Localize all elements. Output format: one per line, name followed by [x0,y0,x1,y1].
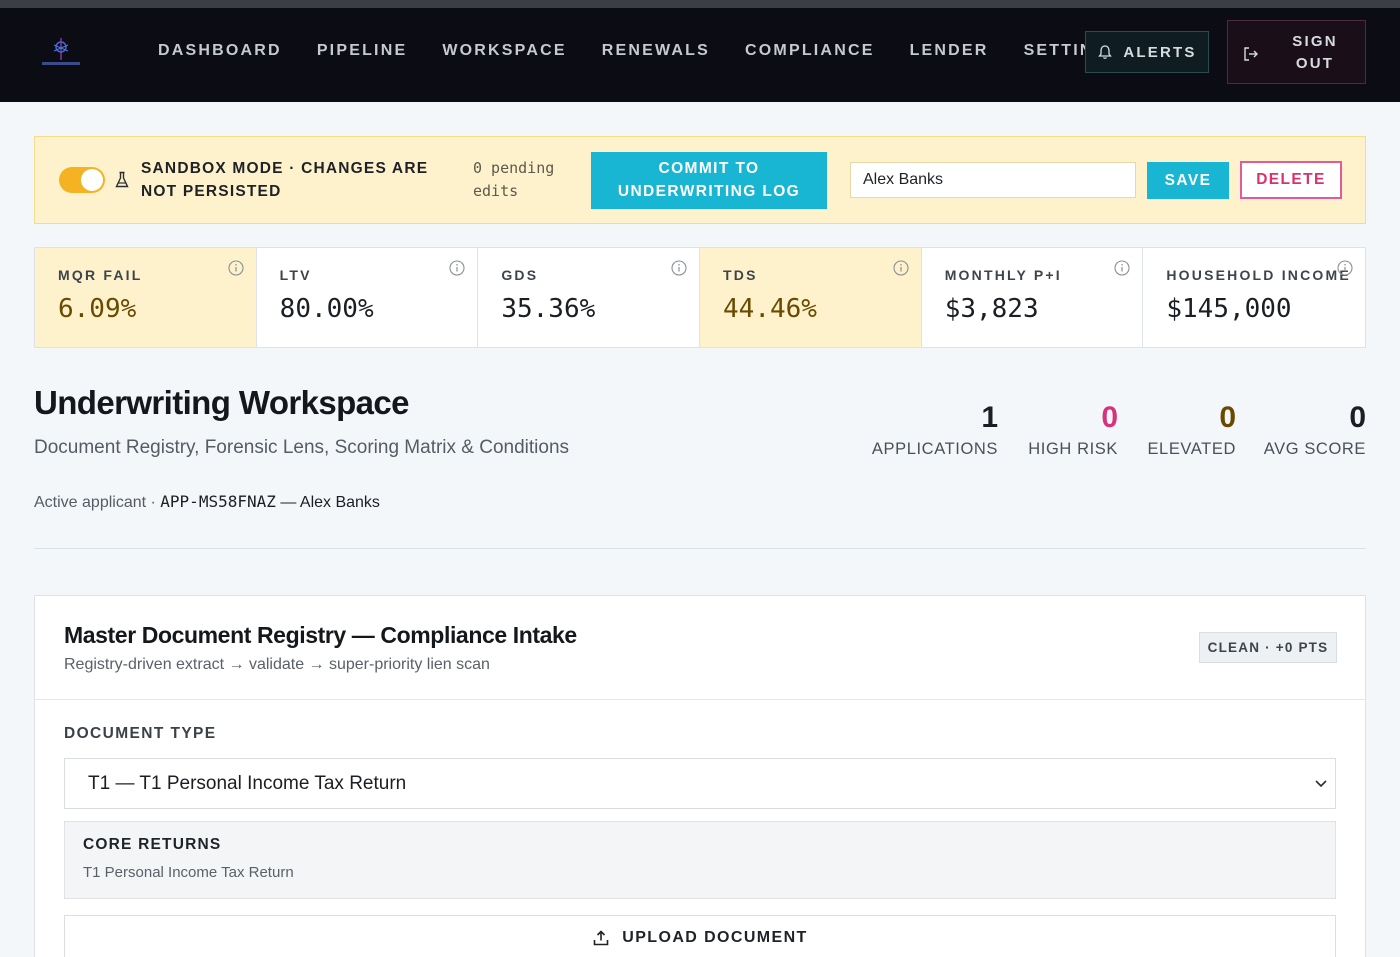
bell-icon [1098,45,1113,59]
info-icon[interactable] [1114,260,1130,276]
sandbox-mode-label: SANDBOX MODE · CHANGES ARE NOT PERSISTED [141,160,429,200]
page-subtitle: Document Registry, Forensic Lens, Scorin… [34,437,570,458]
core-returns-item: T1 Personal Income Tax Return [83,864,294,881]
registry-title: Master Document Registry — Compliance In… [64,622,577,648]
window-top-strip [0,0,1400,8]
alerts-button[interactable]: ALERTS [1085,31,1209,73]
save-button[interactable]: SAVE [1147,162,1229,199]
nav-pipeline[interactable]: PIPELINE [316,42,408,59]
upload-document-button[interactable]: UPLOAD DOCUMENT [64,915,1336,957]
metric-monthly-pi: MONTHLY P+I $3,823 [921,248,1144,347]
nav-dashboard[interactable]: DASHBOARD [158,42,282,59]
nav-compliance[interactable]: COMPLIANCE [745,42,875,59]
delete-button[interactable]: DELETE [1240,161,1342,199]
nav-links: DASHBOARD PIPELINE WORKSPACE RENEWALS CO… [158,42,1156,60]
info-icon[interactable] [893,260,909,276]
section-divider [34,548,1366,549]
applicant-id[interactable]: APP-MS58FNAZ [160,492,276,511]
metric-tds: TDS 44.46% [700,248,922,347]
nav-renewals[interactable]: RENEWALS [601,42,711,59]
stat-elevated: 0 ELEVATED [1147,401,1236,458]
info-icon[interactable] [228,260,244,276]
upload-icon [593,930,609,946]
applicant-name-input[interactable] [850,162,1136,198]
stat-high-risk: 0 HIGH RISK [1028,401,1118,458]
metric-gds: GDS 35.36% [478,248,701,347]
stat-applications: 1 APPLICATIONS [871,401,998,458]
document-type-value: T1 — T1 Personal Income Tax Return [88,773,407,794]
upload-label: UPLOAD DOCUMENT [622,929,808,946]
metric-mqr-fail: MQR FAIL 6.09% [35,248,257,347]
info-icon[interactable] [1337,260,1353,276]
pending-edits: 0 pending edits [473,159,555,200]
registry-card-header: Master Document Registry — Compliance In… [35,596,1365,700]
document-type-select[interactable]: T1 — T1 Personal Income Tax Return [64,758,1336,809]
metrics-strip: MQR FAIL 6.09% LTV 80.00% GDS 35.36% TDS… [34,247,1366,348]
sandbox-toggle[interactable] [59,167,105,193]
sandbox-banner: SANDBOX MODE · CHANGES ARE NOT PERSISTED… [34,136,1366,224]
nav-lender[interactable]: LENDER [909,42,989,59]
top-nav: DASHBOARD PIPELINE WORKSPACE RENEWALS CO… [0,8,1400,102]
document-registry-card: Master Document Registry — Compliance In… [34,595,1366,957]
commit-button[interactable]: COMMIT TO UNDERWRITING LOG [591,152,827,209]
brand-logo-icon[interactable] [38,36,84,72]
registry-subtitle: Registry-driven extract → validate → sup… [64,656,490,673]
stat-avg-score: 0 AVG SCORE [1263,401,1366,458]
sign-out-icon [1244,47,1258,61]
chevron-down-icon [1315,780,1327,788]
info-icon[interactable] [671,260,687,276]
active-applicant: Active applicant · APP-MS58FNAZ — Alex B… [34,492,380,511]
alerts-label: ALERTS [1123,43,1197,61]
document-type-label: DOCUMENT TYPE [64,725,217,742]
flask-icon [115,171,129,188]
core-returns-title: CORE RETURNS [83,836,222,853]
metric-ltv: LTV 80.00% [256,248,479,347]
metric-household-income: HOUSEHOLD INCOME $145,000 [1143,248,1366,347]
nav-workspace[interactable]: WORKSPACE [442,42,567,59]
sign-out-label: SIGN OUT [1292,33,1338,72]
applicant-name: Alex Banks [299,494,380,511]
status-badge: CLEAN · +0 PTS [1199,632,1337,663]
core-returns-box: CORE RETURNS T1 Personal Income Tax Retu… [64,821,1336,899]
page-title: Underwriting Workspace [34,384,410,421]
sign-out-button[interactable]: SIGN OUT [1227,20,1366,84]
info-icon[interactable] [449,260,465,276]
